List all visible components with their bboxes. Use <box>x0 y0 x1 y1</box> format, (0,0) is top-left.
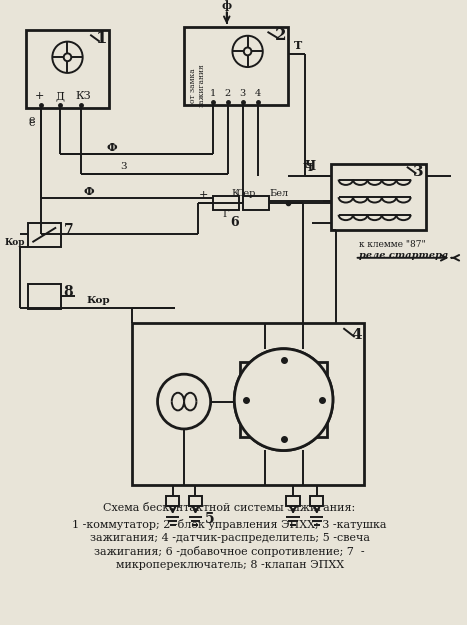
Text: 3: 3 <box>120 162 127 171</box>
Text: зажигания; 6 -добавочное сопротивление; 7  -: зажигания; 6 -добавочное сопротивление; … <box>94 546 365 558</box>
Bar <box>132 323 364 485</box>
Bar <box>331 164 426 231</box>
Text: Т: Т <box>294 40 302 51</box>
Text: Кор: Кор <box>4 238 25 247</box>
Circle shape <box>244 48 251 56</box>
Text: реле стартера: реле стартера <box>360 251 449 261</box>
Text: Ч: Ч <box>304 161 316 173</box>
Text: 8: 8 <box>64 285 73 299</box>
Text: +: + <box>198 190 208 200</box>
Text: 3: 3 <box>413 165 424 179</box>
Text: Г: Г <box>223 210 229 219</box>
Text: е: е <box>28 118 35 127</box>
Text: 7: 7 <box>64 223 73 238</box>
Text: 5: 5 <box>205 512 214 526</box>
Text: 3: 3 <box>240 89 246 98</box>
Circle shape <box>157 374 211 429</box>
Text: К: К <box>232 189 239 198</box>
Bar <box>28 284 61 309</box>
Text: 1: 1 <box>209 89 216 98</box>
Text: 2: 2 <box>275 28 287 44</box>
Text: Ф: Ф <box>83 186 94 197</box>
Text: е: е <box>28 115 35 125</box>
Text: 1: 1 <box>96 30 107 48</box>
Text: Сер: Сер <box>236 189 255 198</box>
Bar <box>286 496 300 506</box>
Circle shape <box>64 53 71 61</box>
Bar <box>166 496 179 506</box>
Text: 4: 4 <box>351 328 362 342</box>
Text: Бел: Бел <box>269 189 289 198</box>
Circle shape <box>233 36 263 67</box>
Bar <box>243 196 269 210</box>
Text: 1 -коммутатор; 2 -блок управления ЭПХХ; 3 -катушка: 1 -коммутатор; 2 -блок управления ЭПХХ; … <box>72 519 387 530</box>
Text: ф: ф <box>222 0 232 11</box>
Bar <box>310 496 324 506</box>
Bar <box>26 30 109 108</box>
Bar <box>240 362 327 437</box>
Text: 2: 2 <box>225 89 231 98</box>
Circle shape <box>269 385 298 414</box>
Text: к клемме "87": к клемме "87" <box>360 239 426 249</box>
Circle shape <box>52 42 83 73</box>
Circle shape <box>234 349 333 451</box>
Text: Кор: Кор <box>87 296 111 306</box>
Text: зажигания; 4 -датчик-распределитель; 5 -свеча: зажигания; 4 -датчик-распределитель; 5 -… <box>90 532 369 542</box>
Text: Ч: Ч <box>302 162 312 173</box>
Text: микропереключатель; 8 -клапан ЭПХХ: микропереключатель; 8 -клапан ЭПХХ <box>115 560 344 570</box>
Text: 4: 4 <box>255 89 261 98</box>
Bar <box>212 196 239 210</box>
Text: КЗ: КЗ <box>76 91 92 101</box>
Text: +: + <box>35 91 44 101</box>
Text: от замка
зажигания: от замка зажигания <box>189 64 206 107</box>
Circle shape <box>234 349 333 451</box>
Bar <box>189 496 202 506</box>
Text: 6: 6 <box>230 216 239 229</box>
Bar <box>28 222 61 247</box>
Bar <box>184 27 288 105</box>
Text: Схема бесконтактной системы зажигания:: Схема бесконтактной системы зажигания: <box>104 503 356 513</box>
Text: Ф: Ф <box>107 142 117 152</box>
Text: Д: Д <box>56 91 64 101</box>
